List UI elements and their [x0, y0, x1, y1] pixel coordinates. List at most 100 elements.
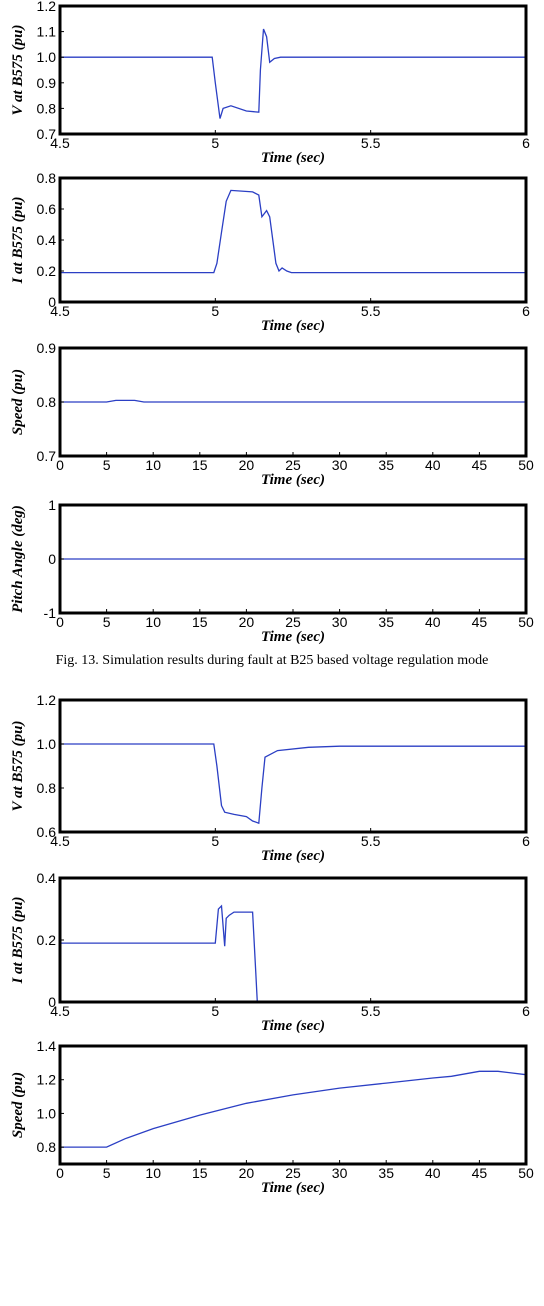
x-tick-label: 6 — [522, 135, 530, 151]
x-tick-label: 10 — [145, 614, 161, 630]
y-axis-label: Speed (pu) — [10, 369, 26, 435]
chart-panel-3: 0 5 10 15 20 25 30 35 40 45 50 0.7 0.8 0.9 Time (sec) S… — [10, 340, 534, 488]
y-axis-label: V at B575 (pu) — [10, 721, 26, 812]
x-tick-label: 5.5 — [361, 1003, 381, 1019]
axes-frame — [58, 4, 528, 136]
x-tick-label: 6 — [522, 303, 530, 319]
y-tick-label: 0.8 — [37, 780, 57, 796]
x-tick-label: 5 — [103, 1165, 111, 1181]
y-tick-label: 1.4 — [37, 1038, 57, 1054]
y-tick-label: 0.2 — [37, 263, 57, 279]
y-tick-label: 0.6 — [37, 201, 57, 217]
y-tick-label: 1.0 — [37, 49, 57, 65]
chart-panel-5: 4.5 5 5.5 6 0.6 0.8 1.0 1.2 Time (sec) V at B575 … — [10, 692, 530, 864]
series-line — [60, 743, 526, 825]
y-axis-label: Speed (pu) — [10, 1072, 26, 1138]
axes-frame — [58, 176, 528, 304]
x-tick-label: 5.5 — [361, 135, 381, 151]
y-tick-label: -1 — [44, 605, 57, 621]
x-axis-label: Time (sec) — [261, 848, 325, 864]
x-tick-label: 25 — [285, 1165, 301, 1181]
y-tick-label: 1 — [48, 497, 56, 513]
x-axis-label: Time (sec) — [261, 150, 325, 166]
x-tick-label: 20 — [239, 1165, 255, 1181]
figure-caption: Fig. 13. Simulation results during fault… — [55, 653, 489, 668]
y-tick-label: 0.7 — [37, 126, 57, 142]
x-tick-label: 30 — [332, 1165, 348, 1181]
x-tick-label: 5.5 — [361, 833, 381, 849]
x-tick-label: 5 — [211, 1003, 219, 1019]
y-tick-label: 0.9 — [37, 75, 57, 91]
x-tick-label: 40 — [425, 1165, 441, 1181]
x-axis-label: Time (sec) — [261, 472, 325, 488]
y-tick-label: 1.1 — [37, 24, 57, 40]
series-line — [60, 399, 526, 403]
series-line — [60, 28, 526, 119]
x-tick-label: 4.5 — [50, 303, 70, 319]
x-tick-label: 15 — [192, 457, 208, 473]
x-tick-label: 0 — [56, 457, 64, 473]
x-tick-label: 35 — [378, 1165, 394, 1181]
y-tick-label: 1.2 — [37, 692, 57, 708]
x-axis-label: Time (sec) — [261, 318, 325, 334]
y-tick-label: 1.0 — [37, 1105, 57, 1121]
x-axis-label: Time (sec) — [261, 1180, 325, 1196]
chart-panel-7: 0 5 10 15 20 25 30 35 40 45 50 0.8 1.0 1.2 1.4 Time (se… — [10, 1038, 534, 1196]
x-tick-label: 45 — [472, 457, 488, 473]
y-tick-label: 0.8 — [37, 1139, 57, 1155]
axes-frame — [58, 1044, 528, 1166]
x-tick-label: 5 — [211, 135, 219, 151]
y-tick-label: 1.2 — [37, 1072, 57, 1088]
y-axis-label: V at B575 (pu) — [10, 25, 26, 116]
axes-frame — [58, 876, 528, 1004]
x-tick-label: 50 — [518, 614, 534, 630]
y-tick-label: 0.8 — [37, 100, 57, 116]
x-tick-label: 20 — [239, 457, 255, 473]
y-tick-label: 0 — [48, 294, 56, 310]
x-tick-label: 0 — [56, 614, 64, 630]
x-tick-label: 40 — [425, 457, 441, 473]
y-tick-label: 0 — [48, 551, 56, 567]
x-tick-label: 5 — [103, 614, 111, 630]
chart-panel-6: 4.5 5 5.5 6 0 0.2 0.4 Time (sec) I at B575 (pu) — [10, 870, 530, 1034]
x-tick-label: 10 — [145, 1165, 161, 1181]
x-tick-label: 20 — [239, 614, 255, 630]
x-tick-label: 25 — [285, 614, 301, 630]
x-tick-label: 15 — [192, 614, 208, 630]
x-tick-label: 5 — [211, 833, 219, 849]
x-tick-label: 10 — [145, 457, 161, 473]
y-tick-label: 1.2 — [37, 0, 57, 14]
y-tick-label: 1.0 — [37, 736, 57, 752]
x-tick-label: 6 — [522, 833, 530, 849]
y-tick-label: 0.9 — [37, 340, 57, 356]
x-tick-label: 50 — [518, 457, 534, 473]
x-tick-label: 5.5 — [361, 303, 381, 319]
x-tick-label: 4.5 — [50, 833, 70, 849]
x-tick-label: 40 — [425, 614, 441, 630]
x-tick-label: 30 — [332, 614, 348, 630]
x-tick-label: 30 — [332, 457, 348, 473]
x-tick-label: 35 — [378, 457, 394, 473]
y-tick-label: 0.2 — [37, 932, 57, 948]
y-tick-label: 0.7 — [37, 448, 57, 464]
x-tick-label: 15 — [192, 1165, 208, 1181]
x-tick-label: 6 — [522, 1003, 530, 1019]
y-tick-label: 0.4 — [37, 870, 57, 886]
series-line — [60, 189, 526, 274]
x-tick-label: 45 — [472, 1165, 488, 1181]
x-axis-label: Time (sec) — [261, 1018, 325, 1034]
x-tick-label: 45 — [472, 614, 488, 630]
x-tick-label: 4.5 — [50, 135, 70, 151]
series-line — [60, 904, 526, 1003]
y-axis-label: Pitch Angle (deg) — [10, 505, 26, 613]
y-tick-label: 0.8 — [37, 170, 57, 186]
y-axis-label: I at B575 (pu) — [10, 196, 26, 284]
x-axis-label: Time (sec) — [261, 629, 325, 645]
x-tick-label: 35 — [378, 614, 394, 630]
x-tick-label: 0 — [56, 1165, 64, 1181]
x-tick-label: 25 — [285, 457, 301, 473]
chart-panel-2: 4.5 5 5.5 6 0 0.2 0.4 0.6 0.8 Time (sec) I at B575… — [10, 170, 530, 334]
axes-frame — [58, 698, 528, 834]
